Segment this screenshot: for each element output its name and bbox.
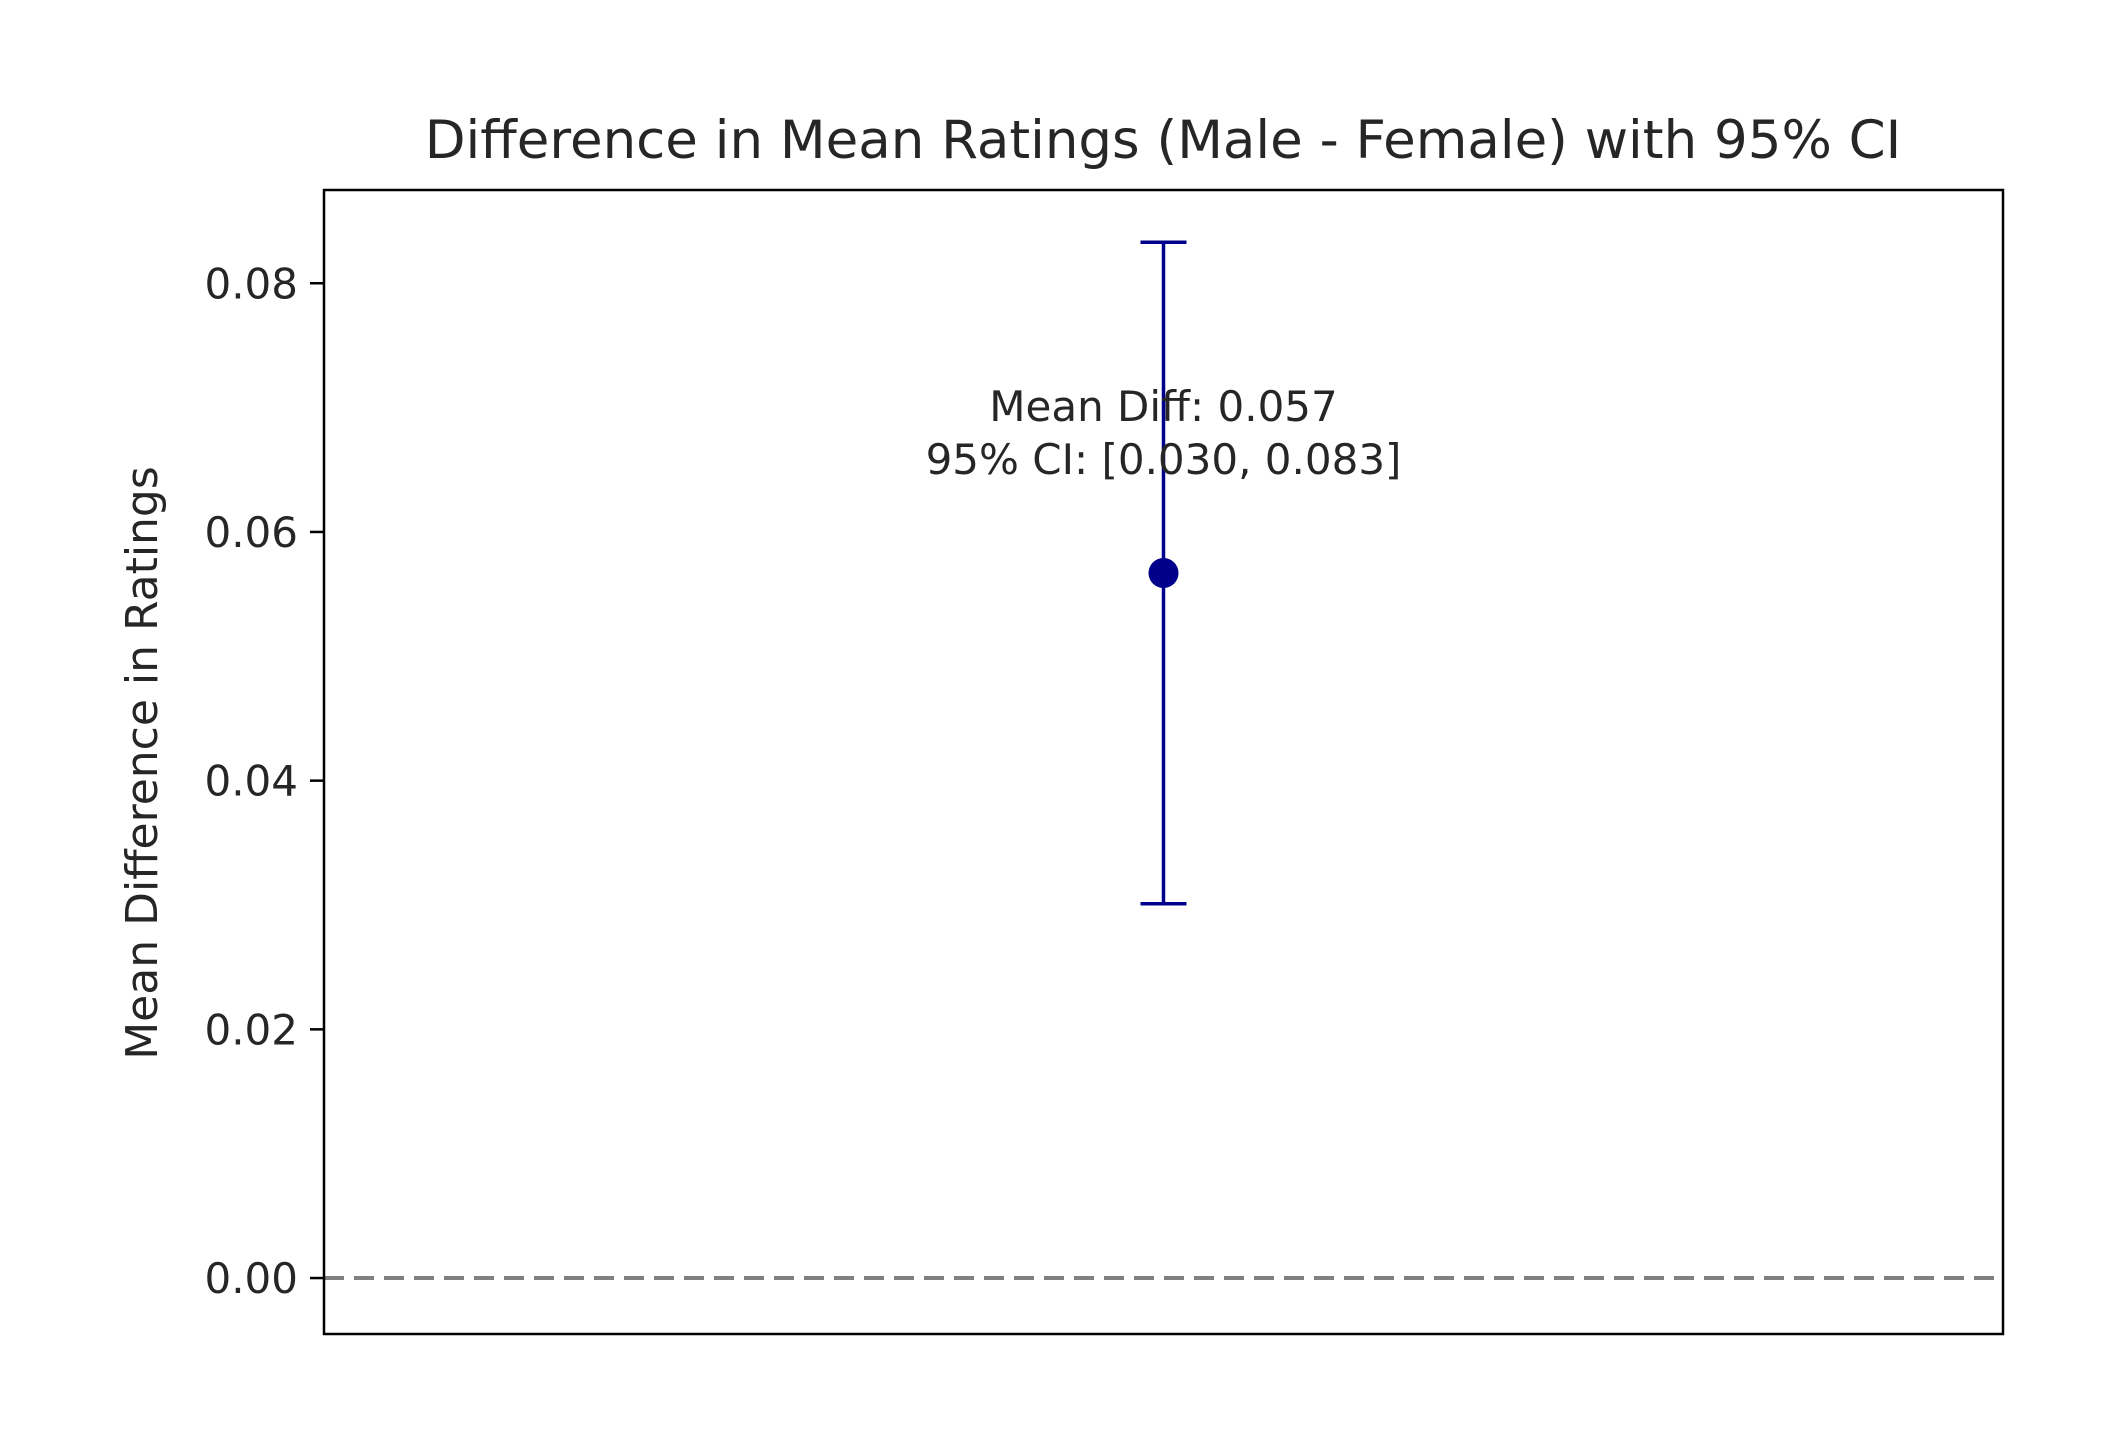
y-tick-label: 0.06 [204,508,298,557]
y-tick-label: 0.04 [204,757,298,806]
y-axis-label: Mean Difference in Ratings [117,466,168,1060]
y-tick-label: 0.02 [204,1005,298,1054]
y-axis-ticks: 0.00 0.02 0.04 0.06 0.08 [204,259,324,1303]
mean-point [1148,557,1179,588]
plot-frame [322,188,2005,1336]
y-tick-label: 0.00 [204,1254,298,1303]
chart-title: Difference in Mean Ratings (Male - Femal… [425,110,1902,171]
annotation-line: 95% CI: [0.030, 0.083] [926,435,1402,484]
annotation-line: Mean Diff: 0.057 [989,382,1337,431]
y-tick-label: 0.08 [204,259,298,308]
